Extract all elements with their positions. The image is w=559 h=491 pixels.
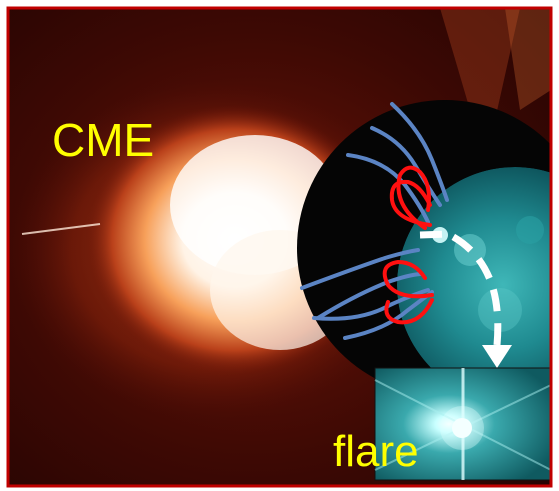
cme-label: CME — [52, 114, 155, 166]
closed-magnetic-loops — [382, 165, 434, 325]
open-field-lines — [300, 102, 449, 340]
flare-pointer-arrow — [419, 230, 512, 368]
figure-frame — [6, 6, 553, 488]
flare-label: flare — [333, 427, 419, 476]
